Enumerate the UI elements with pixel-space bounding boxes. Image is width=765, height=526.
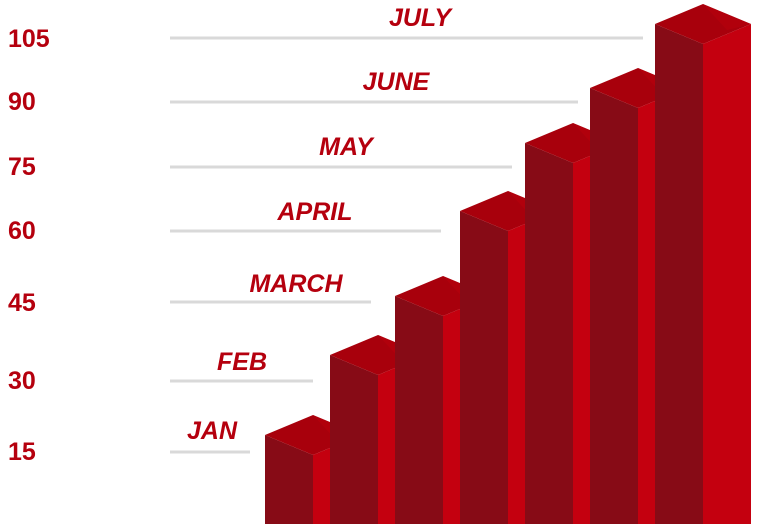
y-tick-label: 105 bbox=[8, 25, 50, 53]
bar-side-face bbox=[265, 435, 313, 524]
y-tick-label: 30 bbox=[8, 367, 36, 395]
category-label: FEB bbox=[217, 348, 267, 376]
bar-side-face bbox=[395, 296, 443, 524]
y-axis-ticks: 15 30 45 60 75 90 105 bbox=[8, 25, 50, 466]
category-label: MARCH bbox=[249, 270, 343, 298]
bar-top-highlight bbox=[703, 4, 751, 30]
y-tick-label: 15 bbox=[8, 438, 36, 466]
y-tick-label: 60 bbox=[8, 217, 36, 245]
y-tick-label: 45 bbox=[8, 289, 36, 317]
bar-side-face bbox=[590, 88, 638, 524]
month-guide-lines bbox=[170, 36, 643, 454]
y-tick-label: 75 bbox=[8, 153, 36, 181]
category-label: MAY bbox=[319, 133, 375, 161]
bar-side-face bbox=[655, 24, 703, 524]
category-label: JULY bbox=[389, 4, 453, 32]
category-label: JUNE bbox=[363, 68, 431, 96]
month-labels: JAN FEB MARCH APRIL MAY JUNE JULY bbox=[187, 4, 453, 445]
bars bbox=[265, 4, 751, 524]
bar bbox=[655, 4, 751, 524]
bar-side-face bbox=[460, 211, 508, 524]
y-tick-label: 90 bbox=[8, 88, 36, 116]
bar-front-face bbox=[703, 24, 751, 524]
bar-side-face bbox=[330, 355, 378, 524]
bar-side-face bbox=[525, 143, 573, 524]
category-label: APRIL bbox=[277, 198, 353, 226]
category-label: JAN bbox=[187, 417, 238, 445]
